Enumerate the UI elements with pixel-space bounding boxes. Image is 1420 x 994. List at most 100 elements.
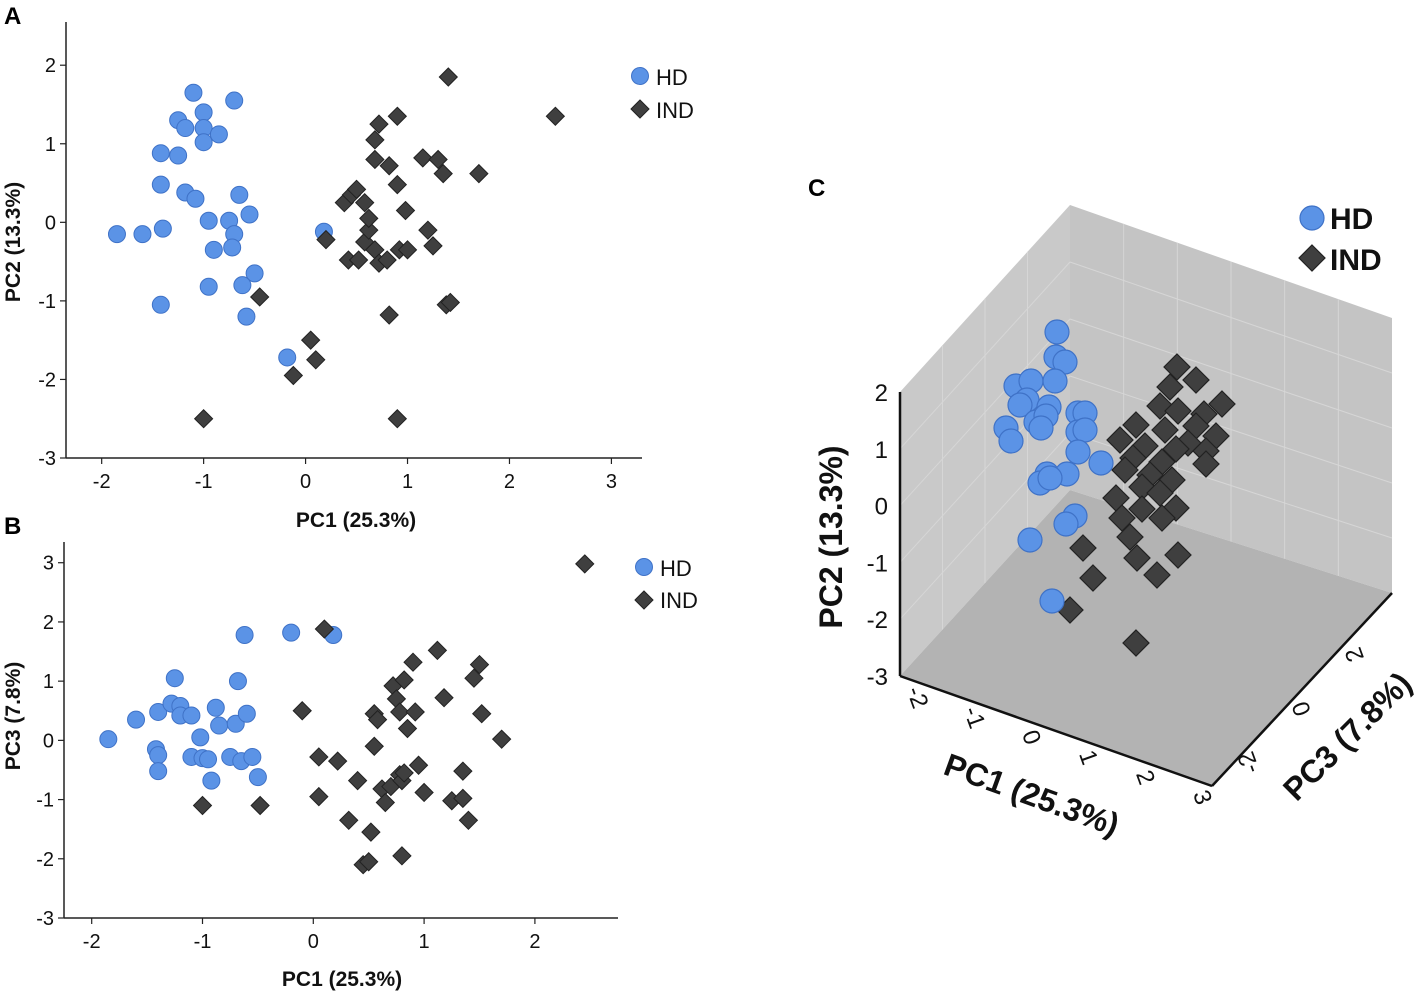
panel-a-x-tick-label: -1 [195,471,213,493]
ind-point [1108,504,1136,532]
ind-point [464,668,484,688]
panel-a-y-tick-label: 0 [45,212,56,234]
legend-ind-label: IND [1330,244,1382,277]
panel-a-y-tick-label: -3 [38,448,56,470]
hd-point [210,716,229,735]
hd-point [199,211,218,230]
ind-point [1079,564,1107,592]
ind-point [392,846,412,866]
panel-a-x-tick-label: -2 [93,471,111,493]
hd-point [230,185,249,204]
panel-b-x-label: PC1 (25.3%) [282,968,402,991]
hd-point [1088,450,1114,476]
ind-point [1128,495,1156,523]
legend-hd-label: HD [1330,203,1373,236]
panel-c-y-tick-label: 2 [875,380,888,407]
ind-point [364,736,384,756]
panel-a-x-tick-label: 0 [300,471,311,493]
ind-point [1122,411,1150,439]
legend-hd-label: HD [660,556,692,581]
panel-c-floor [900,490,1392,786]
ind-point [491,729,512,749]
legend-hd-marker [635,558,653,576]
panel-b-x-tick-label: 0 [308,931,319,953]
hd-point [184,83,203,102]
hd-point [1007,392,1033,418]
hd-point [191,728,210,747]
ind-point [387,409,408,429]
panel-c-x-tick-label: 3 [1187,787,1217,809]
ind-point [339,810,359,831]
ind-point [1208,390,1236,418]
hd-point [1065,439,1091,465]
ind-point [348,250,369,270]
ind-point [1151,416,1179,444]
ind-point [403,652,423,672]
ind-point [1111,456,1139,484]
panel-b-scatter: -2 -1 0 1 2 -3 -2 -1 0 1 2 3 PC1 (25.3%) PC3 (7.8%)… [2,542,698,991]
panel-c-y-tick-label: -3 [867,664,888,691]
panel-a-x-tick-label: 1 [402,471,413,493]
ind-point [440,292,461,313]
ind-point [250,795,270,816]
panel-a-x-tick-label: 3 [606,471,617,493]
panel-a-scatter: -2 -1 0 1 2 3 -3 -2 -1 0 1 2 PC1 (25.3%) PC2 (13.3%… [2,22,694,532]
ind-point [453,788,473,809]
hd-point [282,623,301,642]
ind-point [1192,450,1220,478]
ind-point [405,702,425,722]
ind-point [428,149,448,170]
panel-c-z-axis [1211,592,1393,787]
ind-point [390,702,410,722]
hd-point [233,276,252,295]
hd-point [133,225,152,244]
ind-point [369,114,389,134]
panel-b-y-tick-label: 2 [43,612,54,634]
panel-c-y-tick-label: 0 [875,494,888,521]
hd-point [1017,527,1043,553]
ind-point [408,755,429,775]
hd-point [278,348,297,367]
hd-point [228,672,247,691]
ind-point [327,751,348,771]
panel-a-x-label: PC1 (25.3%) [296,509,416,532]
hd-point [149,746,168,765]
panel-a-y-tick-label: -1 [38,291,56,313]
panel-c-x-tick-label: -1 [958,703,991,732]
ind-point [397,240,418,260]
hd-point [194,103,213,122]
ind-point [394,763,414,783]
panel-c-grid-line [1069,261,1393,374]
panel-c-grid-line [899,318,1071,506]
ind-point [458,810,479,831]
ind-point [434,688,454,708]
ind-point [316,229,336,250]
panel-b-y-tick-label: 1 [43,671,54,693]
legend-ind-label: IND [656,98,694,123]
ind-point [1143,561,1171,589]
hd-point [199,277,218,296]
legend-ind-marker [1298,244,1326,272]
hd-point [153,219,172,238]
panel-a-y-tick-label: 2 [45,55,56,77]
panel-b-y-tick-label: 3 [43,553,54,575]
panel-c-y-tick-label: -1 [867,550,888,577]
hd-point [202,771,221,790]
ind-point [379,156,399,176]
panel-a-y-tick-label: 1 [45,134,56,156]
hd-point [204,240,223,259]
panel-c-grid-line [1069,432,1393,539]
ind-point [361,822,381,842]
panel-c-x-tick-label: 0 [1016,727,1046,749]
panel-b-y-tick-label: -1 [36,790,54,812]
legend-hd-label: HD [656,65,688,90]
panel-c-x-tick-label: -2 [901,683,934,712]
hd-point [1037,465,1063,491]
ind-point [472,704,492,724]
hd-point [199,750,218,769]
ind-point [1164,397,1192,425]
ind-point [347,770,368,791]
ind-point [413,148,433,168]
ind-point [283,365,304,386]
panel-b-x-tick-label: -1 [194,931,212,953]
